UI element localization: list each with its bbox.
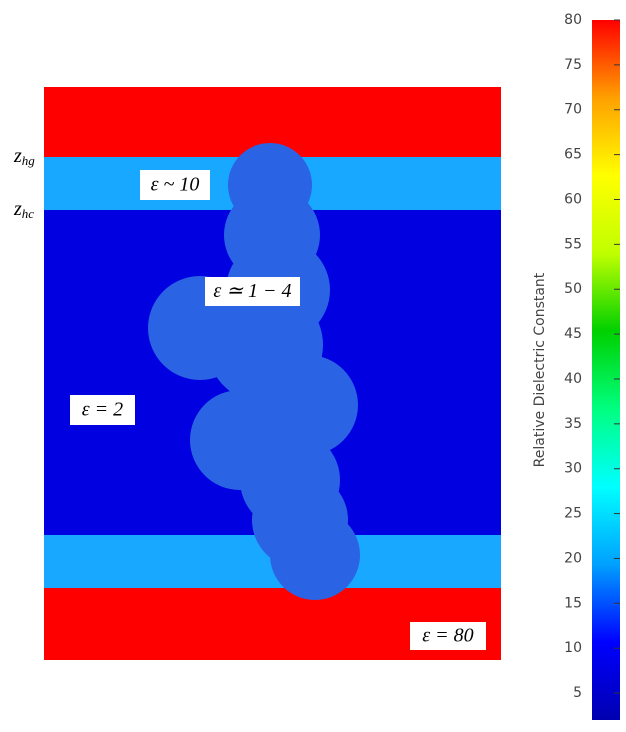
colorbar-tick-label: 40 xyxy=(564,371,582,387)
colorbar-tick-label: 45 xyxy=(564,326,582,342)
colorbar-tick-label: 15 xyxy=(564,595,582,611)
colorbar-tick-label: 50 xyxy=(564,281,582,297)
label-sub: hg xyxy=(22,153,36,168)
region-label: ε = 80 xyxy=(422,625,473,647)
label-base: z xyxy=(13,145,22,167)
region-label: ε ~ 10 xyxy=(151,174,200,196)
colorbar-tick-label: 20 xyxy=(564,550,582,566)
region-label: ε = 2 xyxy=(82,399,123,421)
colorbar-tick-label: 75 xyxy=(564,57,582,73)
colorbar-tick-label: 55 xyxy=(564,236,582,252)
label-base: z xyxy=(13,198,22,220)
colorbar-tick-label: 35 xyxy=(564,416,582,432)
colorbar-tick-label: 10 xyxy=(564,640,582,656)
colorbar-tick-label: 70 xyxy=(564,102,582,118)
interface-label: zhg xyxy=(13,145,35,168)
colorbar-tick-label: 60 xyxy=(564,191,582,207)
region-box xyxy=(140,170,210,200)
protein xyxy=(148,143,360,600)
colorbar-tick-label: 65 xyxy=(564,147,582,163)
colorbar-tick-label: 5 xyxy=(573,685,582,701)
region-label: ε ≃ 1 − 4 xyxy=(213,280,291,302)
colorbar-tick-label: 25 xyxy=(564,506,582,522)
colorbar-tick-label: 80 xyxy=(564,12,582,28)
interface-label: zhc xyxy=(13,198,34,221)
colorbar-tick-label: 30 xyxy=(564,461,582,477)
colorbar-label: Relative Dielectric Constant xyxy=(532,272,548,467)
region-box xyxy=(205,277,300,306)
colorbar xyxy=(592,20,620,720)
region-box xyxy=(410,622,486,650)
region-box xyxy=(70,395,135,425)
label-sub: hc xyxy=(22,206,35,221)
